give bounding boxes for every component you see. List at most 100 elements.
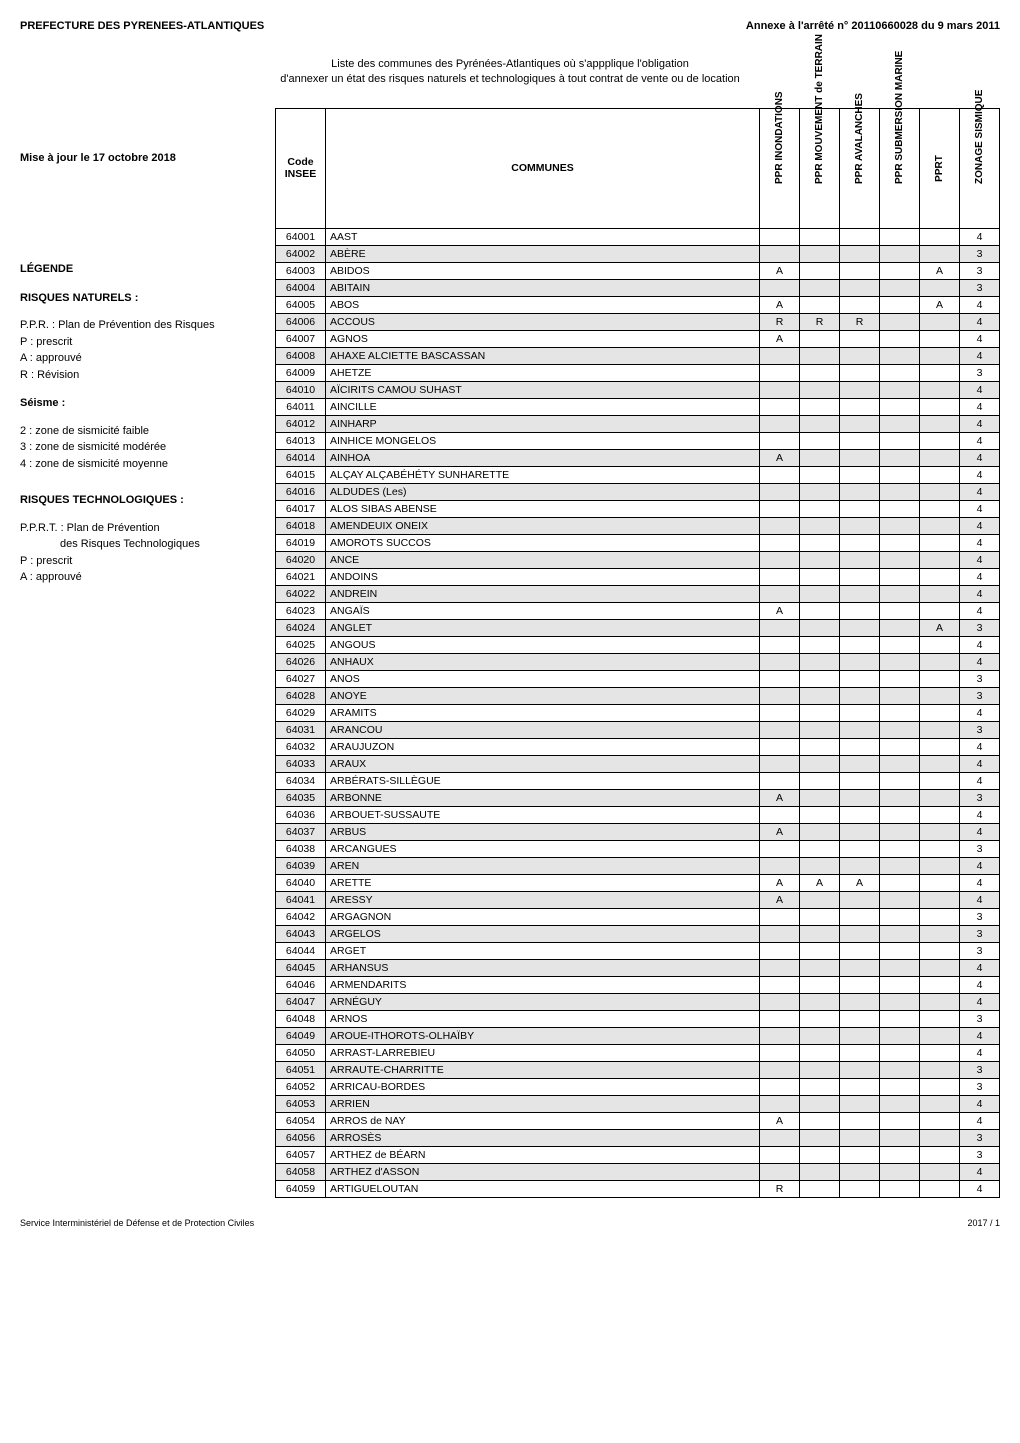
cell-code: 64040 [276,874,326,891]
cell-zon: 4 [960,449,1000,466]
table-row: 64029ARAMITS4 [276,704,1000,721]
cell-code: 64004 [276,279,326,296]
cell-name: AGNOS [326,330,760,347]
cell-name: AAST [326,228,760,245]
cell-code: 64032 [276,738,326,755]
cell-aval [840,466,880,483]
cell-aval [840,840,880,857]
cell-inond [760,364,800,381]
cell-inond [760,687,800,704]
cell-name: AREN [326,857,760,874]
cell-code: 64049 [276,1027,326,1044]
cell-inond [760,1146,800,1163]
cell-name: ARESSY [326,891,760,908]
cell-aval [840,602,880,619]
cell-pprt [920,925,960,942]
table-row: 64049AROUE-ITHOROTS-OLHAÏBY4 [276,1027,1000,1044]
cell-aval [840,228,880,245]
cell-subm [880,993,920,1010]
cell-subm [880,874,920,891]
cell-mouv [800,466,840,483]
cell-aval [840,534,880,551]
cell-pprt [920,874,960,891]
cell-mouv: R [800,313,840,330]
cell-mouv [800,279,840,296]
cell-name: AINHOA [326,449,760,466]
table-row: 64046ARMENDARITS4 [276,976,1000,993]
table-row: 64033ARAUX4 [276,755,1000,772]
cell-zon: 4 [960,857,1000,874]
cell-subm [880,585,920,602]
cell-code: 64033 [276,755,326,772]
cell-mouv [800,891,840,908]
cell-pprt [920,687,960,704]
cell-subm [880,925,920,942]
cell-zon: 3 [960,262,1000,279]
table-row: 64045ARHANSUS4 [276,959,1000,976]
cell-pprt [920,1044,960,1061]
cell-inond: A [760,891,800,908]
cell-pprt [920,959,960,976]
cell-inond [760,653,800,670]
cell-aval [840,942,880,959]
a2-approuve: A : approuvé [20,569,265,586]
cell-pprt [920,704,960,721]
cell-aval [840,908,880,925]
cell-name: ARRAST-LARREBIEU [326,1044,760,1061]
cell-subm [880,449,920,466]
cell-aval [840,483,880,500]
cell-aval [840,1010,880,1027]
table-row: 64059ARTIGUELOUTANR4 [276,1180,1000,1197]
table-row: 64034ARBÉRATS-SILLÈGUE4 [276,772,1000,789]
table-row: 64031ARANCOU3 [276,721,1000,738]
cell-mouv [800,772,840,789]
cell-inond [760,772,800,789]
cell-code: 64023 [276,602,326,619]
cell-pprt [920,840,960,857]
cell-name: ABOS [326,296,760,313]
cell-zon: 4 [960,568,1000,585]
cell-aval [840,585,880,602]
cell-aval [840,636,880,653]
cell-aval [840,721,880,738]
cell-inond [760,959,800,976]
cell-subm [880,823,920,840]
cell-aval [840,1146,880,1163]
table-row: 64024ANGLETA3 [276,619,1000,636]
cell-zon: 4 [960,1163,1000,1180]
cell-aval [840,925,880,942]
cell-aval [840,347,880,364]
cell-pprt [920,738,960,755]
cell-mouv [800,806,840,823]
cell-zon: 3 [960,687,1000,704]
cell-aval [840,653,880,670]
cell-code: 64051 [276,1061,326,1078]
seisme-2: 2 : zone de sismicité faible [20,423,265,440]
table-row: 64014AINHOAA4 [276,449,1000,466]
th-zonage: ZONAGE SISMIQUE [960,108,1000,228]
cell-zon: 4 [960,823,1000,840]
cell-aval [840,1095,880,1112]
cell-name: AMOROTS SUCCOS [326,534,760,551]
cell-mouv [800,1163,840,1180]
cell-name: ARHANSUS [326,959,760,976]
cell-code: 64025 [276,636,326,653]
cell-name: ACCOUS [326,313,760,330]
cell-inond [760,670,800,687]
cell-pprt [920,279,960,296]
cell-zon: 4 [960,602,1000,619]
cell-inond [760,1163,800,1180]
cell-aval [840,415,880,432]
cell-subm [880,279,920,296]
cell-inond [760,398,800,415]
header-right: Annexe à l'arrêté n° 20110660028 du 9 ma… [746,20,1000,32]
cell-aval: A [840,874,880,891]
cell-aval [840,619,880,636]
cell-aval [840,1129,880,1146]
cell-aval [840,959,880,976]
cell-pprt [920,432,960,449]
cell-mouv [800,959,840,976]
cell-mouv [800,1078,840,1095]
cell-zon: 4 [960,483,1000,500]
cell-code: 64048 [276,1010,326,1027]
